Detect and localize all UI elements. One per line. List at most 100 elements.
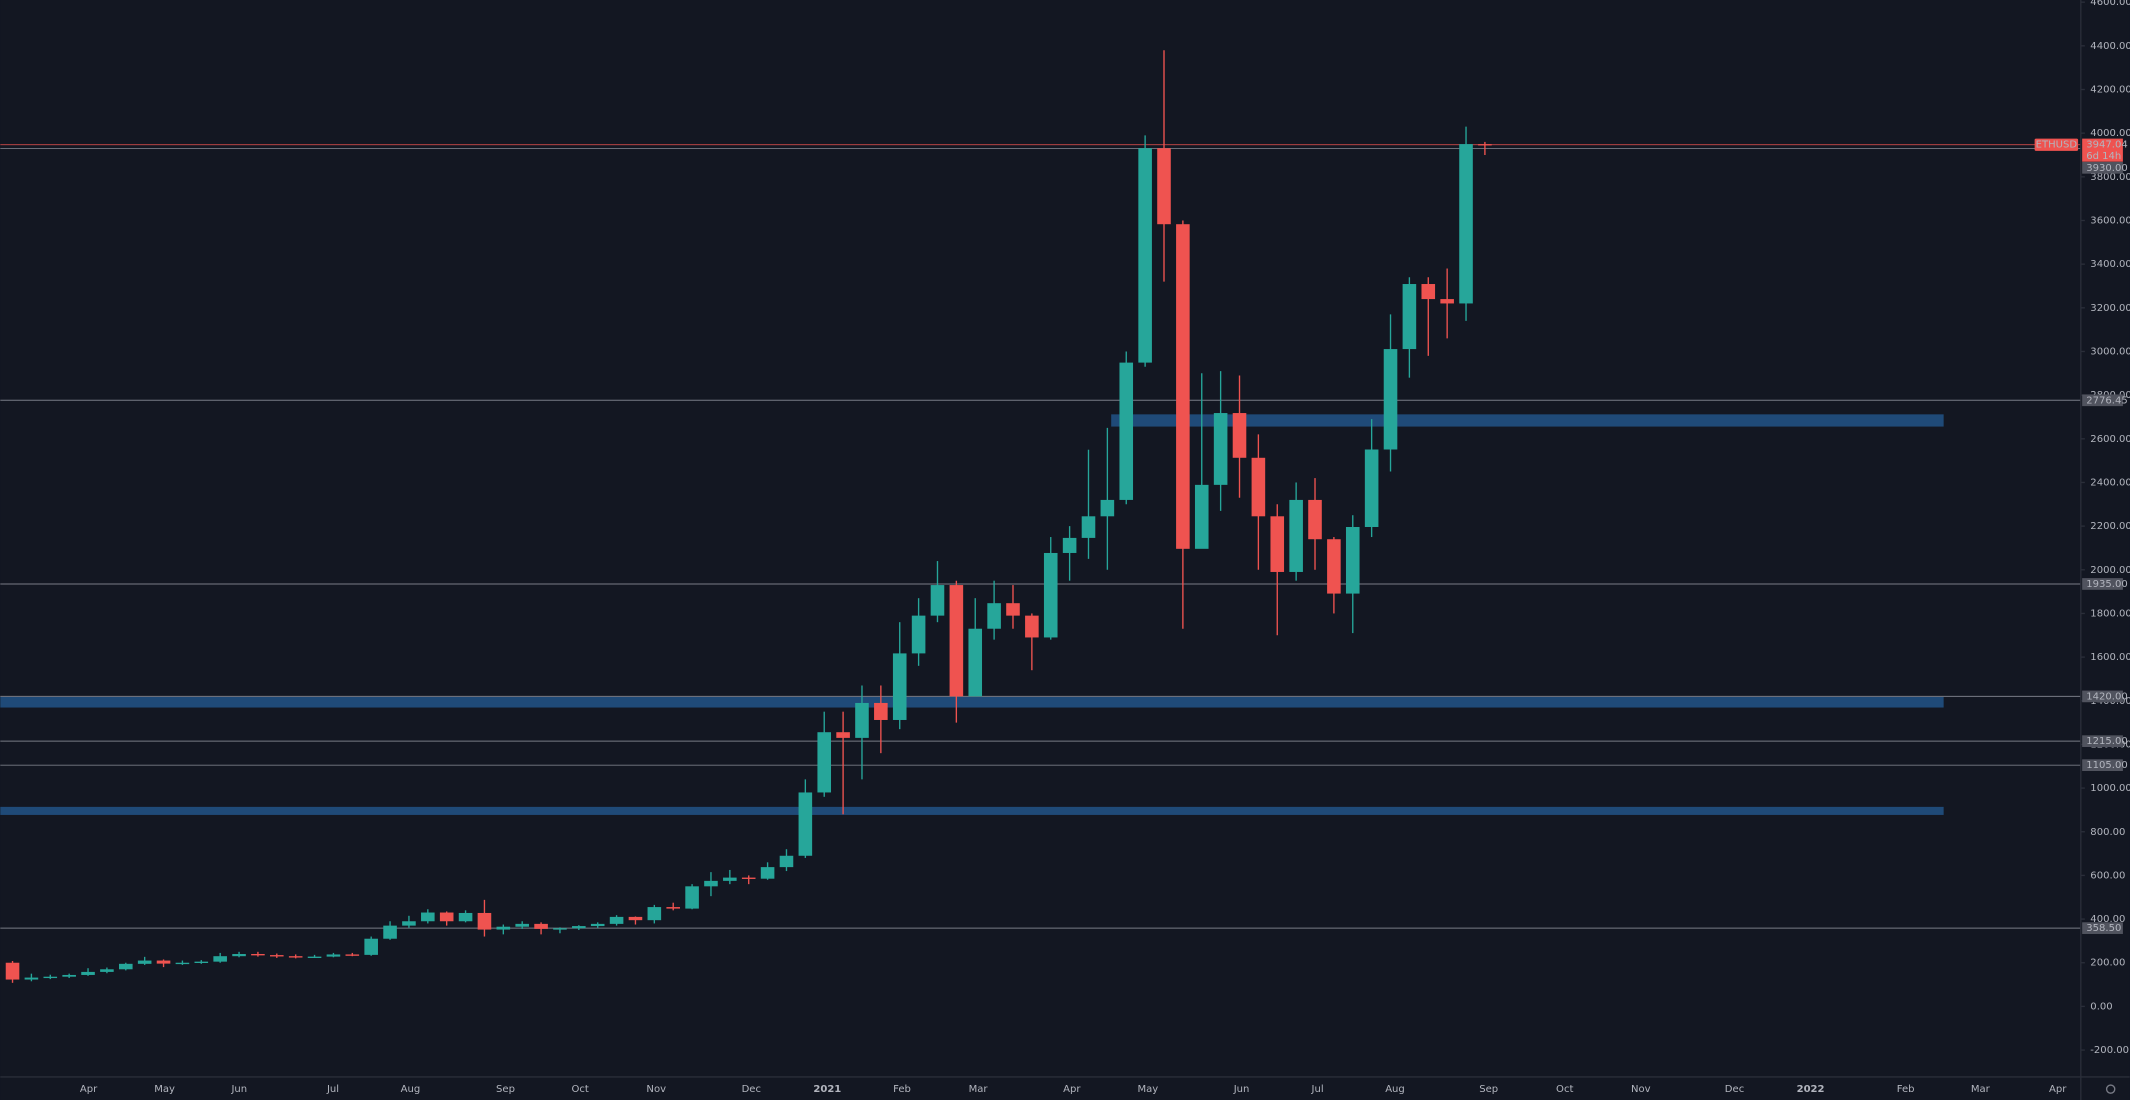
candle-body (741, 877, 756, 879)
candle-body (892, 653, 907, 720)
level-label: 358.50 (2086, 923, 2121, 934)
y-tick-label: 3000.00 (2090, 346, 2130, 357)
candle-body (477, 912, 492, 930)
candle-body (1270, 516, 1285, 572)
candle-body (1138, 148, 1152, 363)
level-label: 1105.00 (2086, 760, 2127, 771)
candle-body (553, 928, 567, 930)
candle-body (81, 971, 95, 975)
level-label: 2776.45 (2086, 395, 2127, 406)
candle-body (496, 926, 511, 930)
candle-body (836, 732, 850, 738)
y-tick-label: 4600.00 (2090, 0, 2130, 8)
candle-body (137, 960, 152, 964)
candle-body (383, 925, 397, 939)
zone (0, 806, 1944, 815)
candle-body (874, 702, 888, 720)
y-tick-label: 4200.00 (2090, 85, 2130, 96)
candle-body (5, 962, 20, 980)
candle-body (345, 954, 360, 956)
x-tick-label: May (154, 1084, 175, 1095)
level-label-box (2082, 690, 2123, 703)
candle-body (1308, 499, 1322, 540)
level-lines (0, 144, 2081, 929)
zone (1111, 414, 1944, 427)
y-tick-label: 4400.00 (2090, 41, 2130, 52)
y-tick-label: 2600.00 (2090, 434, 2130, 445)
candle-body (968, 628, 983, 697)
candle-body (911, 615, 926, 654)
candle-body (156, 960, 171, 964)
candle-body (987, 603, 1001, 629)
candle-body (1025, 615, 1039, 638)
y-tick-label: 400.00 (2090, 914, 2125, 925)
x-tick-label: Feb (1897, 1084, 1915, 1095)
x-tick-label: Jul (326, 1084, 339, 1095)
y-tick-label: 3200.00 (2090, 303, 2130, 314)
candle-body (534, 923, 548, 929)
y-tick-label: 1800.00 (2090, 608, 2130, 619)
symbol-box (2034, 138, 2079, 151)
candle-body (609, 916, 624, 924)
y-tick-label: 3400.00 (2090, 259, 2130, 270)
x-tick-label: Aug (401, 1084, 421, 1095)
candles (5, 50, 1492, 983)
y-tick-label: 600.00 (2090, 870, 2125, 881)
candle-body (1213, 413, 1228, 485)
candle-body (1119, 362, 1134, 500)
x-tick-label: 2021 (813, 1084, 841, 1095)
x-tick-label: Sep (496, 1084, 515, 1095)
level-label-box (2082, 394, 2123, 407)
candle-body (930, 585, 945, 616)
level-label: 1935.00 (2086, 579, 2127, 590)
candle-body (666, 907, 680, 909)
y-tick-label: 2000.00 (2090, 565, 2130, 576)
candle-body (685, 886, 699, 909)
candle-body (1176, 224, 1190, 549)
zones (0, 414, 1944, 815)
candle-body (364, 938, 378, 955)
y-tick-label: 2200.00 (2090, 521, 2130, 532)
candle-body (1289, 499, 1303, 572)
y-tick-label: 3600.00 (2090, 215, 2130, 226)
y-tick-label: 0.00 (2090, 1001, 2112, 1012)
candle-body (760, 867, 775, 879)
x-tick-label: Nov (646, 1084, 666, 1095)
candle-body (704, 880, 718, 887)
candle-body (62, 974, 76, 977)
y-tick-label: 1000.00 (2090, 783, 2130, 794)
x-tick-label: Jun (1233, 1084, 1250, 1095)
y-tick-label: 200.00 (2090, 958, 2125, 969)
y-tick-label: -200.00 (2090, 1045, 2129, 1056)
candle-body (288, 956, 303, 958)
x-tick-label: Dec (742, 1084, 761, 1095)
gear[interactable] (2105, 1084, 2116, 1094)
x-tick-label: Oct (572, 1084, 589, 1095)
candle-body (1440, 299, 1454, 304)
level-label: 3930.00 (2086, 163, 2127, 174)
candle-body (572, 926, 586, 929)
price-box (2082, 138, 2123, 162)
x-tick-label: Apr (80, 1084, 98, 1095)
candle-body (270, 955, 284, 957)
y-tick-label: 800.00 (2090, 827, 2125, 838)
candle-body (1421, 284, 1436, 300)
candle-body (307, 956, 322, 958)
candle-body (175, 962, 190, 965)
candle-body (326, 954, 341, 957)
candle-body (1383, 349, 1398, 450)
symbol-label: ETHUSD (2036, 140, 2078, 151)
candle-body (24, 977, 39, 980)
price-axis (2080, 0, 2130, 1100)
candle-body (779, 855, 794, 868)
candle-body (100, 969, 114, 972)
candle-body (1006, 603, 1020, 616)
x-tick-label: Feb (893, 1084, 911, 1095)
candle-body (723, 877, 737, 881)
candle-body (1157, 148, 1171, 225)
candle-body (949, 585, 964, 697)
settings-icon[interactable] (2105, 1084, 2116, 1094)
x-tick-label: Jul (1311, 1084, 1324, 1095)
candle-body (1081, 516, 1096, 538)
